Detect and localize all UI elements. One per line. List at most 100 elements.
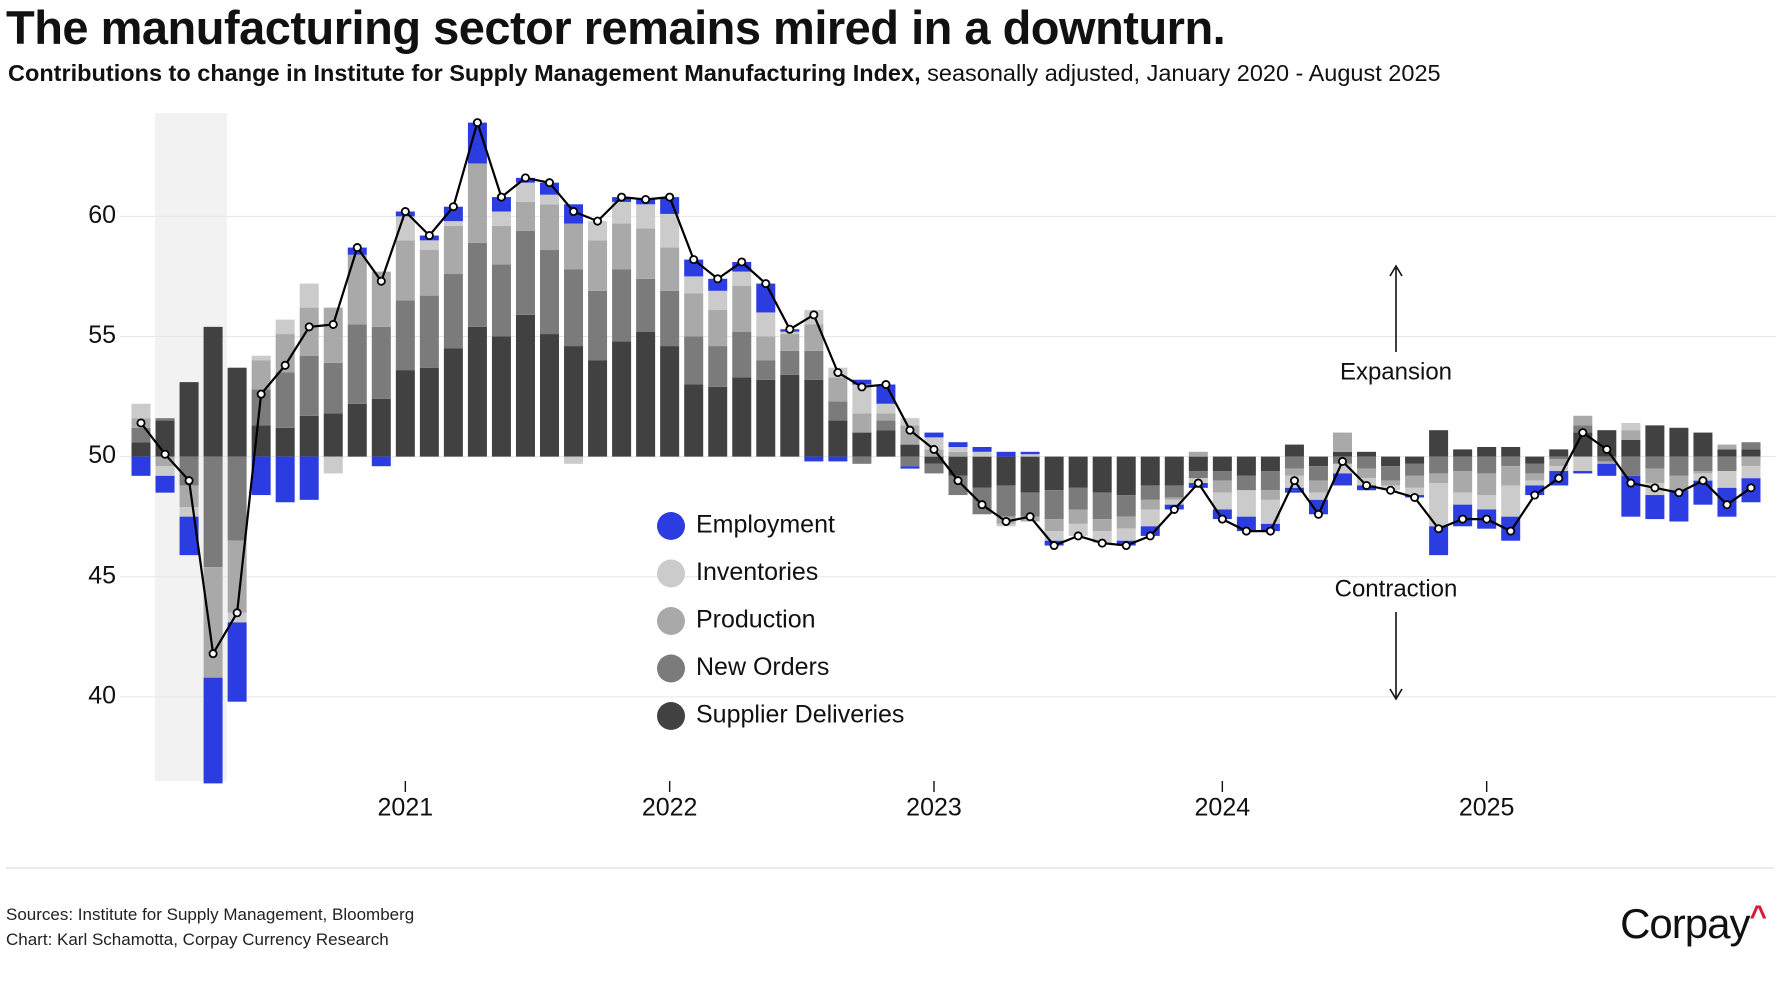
bar-segment (972, 447, 992, 452)
bar-segment (299, 456, 319, 500)
bar-segment (684, 293, 704, 337)
bar-segment (179, 485, 199, 508)
bar-segment (852, 379, 872, 385)
bar-segment (708, 386, 728, 457)
index-point (472, 118, 482, 128)
bar-segment (1116, 495, 1136, 517)
legend-swatch (657, 607, 685, 635)
bar-segment (1068, 509, 1088, 524)
bar-segment (1453, 449, 1473, 457)
index-point (1698, 476, 1708, 486)
bar-segment (1453, 492, 1473, 505)
bar-segment (732, 331, 752, 378)
bar-segment (588, 290, 608, 361)
bar-segment (1044, 490, 1064, 520)
bar-segment (371, 271, 391, 327)
bar-segment (1573, 432, 1593, 457)
bar-segment (275, 427, 295, 457)
bar-segment (1645, 468, 1665, 484)
bar-segment (660, 346, 680, 457)
index-point (1289, 476, 1299, 486)
bar-segment (1164, 485, 1184, 498)
bar-segment (275, 319, 295, 335)
bar-segment (1405, 456, 1425, 464)
bar-segment (900, 425, 920, 445)
bar-segment (155, 418, 175, 421)
bar-segment (1308, 492, 1328, 500)
bar-segment (612, 223, 632, 270)
bar-segment (1236, 475, 1256, 491)
bar-segment (1717, 471, 1737, 488)
bar-segment (612, 269, 632, 342)
bar-segment (251, 456, 271, 496)
bar-segment (1597, 463, 1617, 476)
bar-segment (1188, 451, 1208, 457)
bar-segment (756, 312, 776, 337)
credit: Chart: Karl Schamotta, Corpay Currency R… (6, 930, 389, 949)
bar-segment (1477, 473, 1497, 496)
bar-segment (1429, 430, 1449, 457)
bar-segment (1429, 473, 1449, 484)
bar-segment (395, 240, 415, 301)
bar-segment (227, 622, 247, 702)
bar-segment (1188, 456, 1208, 472)
bar-segment (1140, 526, 1160, 536)
bar-segment (996, 451, 1016, 457)
bar-segment (419, 249, 439, 296)
index-point (761, 279, 771, 289)
bar-segment (972, 451, 992, 457)
index-point (1217, 514, 1227, 524)
bar-segment (804, 350, 824, 380)
bar-segment (1645, 495, 1665, 520)
bar-segment (1741, 442, 1761, 450)
bar-segment (900, 466, 920, 469)
legend-label: Supplier Deliveries (696, 701, 904, 729)
bar-segment (491, 225, 511, 265)
y-tick-label: 55 (88, 321, 116, 349)
bar-segment (1212, 480, 1232, 493)
index-point (1073, 531, 1083, 541)
index-point (905, 425, 915, 435)
index-point (1626, 478, 1636, 488)
bar-segment (1429, 483, 1449, 527)
bar-segment (852, 432, 872, 457)
index-point (1145, 531, 1155, 541)
bar-segment (371, 456, 391, 467)
bar-segment (636, 228, 656, 279)
x-tick-label: 2025 (1459, 794, 1515, 822)
bar-segment (876, 413, 896, 421)
bar-segment (371, 398, 391, 457)
bar-segment (1020, 492, 1040, 517)
bar-segment (1525, 473, 1545, 481)
bar-segment (1044, 456, 1064, 491)
index-point (232, 608, 242, 618)
bar-segment (347, 254, 367, 325)
index-point (1097, 538, 1107, 548)
bar-segment (1212, 456, 1232, 472)
bar-segment (636, 204, 656, 229)
chart-title: The manufacturing sector remains mired i… (6, 1, 1226, 54)
bar-segment (1308, 480, 1328, 493)
index-point (424, 231, 434, 241)
index-point (520, 173, 530, 183)
index-point (1049, 541, 1059, 551)
logo-caret: ^ (1749, 900, 1767, 933)
bar-segment (323, 413, 343, 457)
bar-segment (1116, 516, 1136, 529)
bar-segment (828, 420, 848, 457)
bar-segment (323, 307, 343, 363)
bar-segment (660, 290, 680, 347)
index-point (1530, 490, 1540, 500)
bar-segment (1429, 526, 1449, 556)
bar-segment (251, 355, 271, 361)
bar-segment (1525, 456, 1545, 464)
bar-segment (1092, 456, 1112, 493)
bar-segment (155, 466, 175, 476)
index-point (376, 276, 386, 286)
index-point (328, 319, 338, 329)
bar-segment (203, 567, 223, 678)
bar-segment (155, 456, 175, 467)
bar-segment (1212, 492, 1232, 510)
